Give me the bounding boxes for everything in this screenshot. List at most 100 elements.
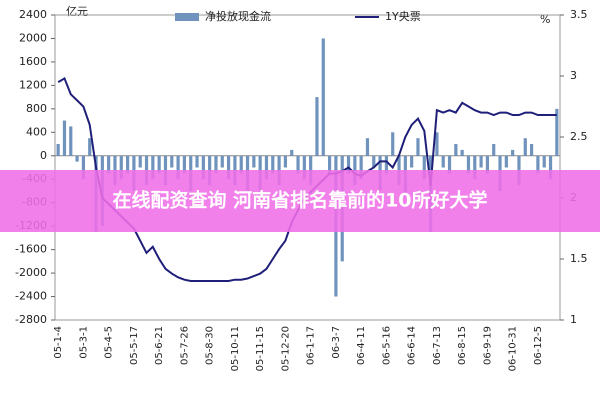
y-tick-label: 2000: [19, 31, 47, 44]
bar: [151, 155, 155, 180]
x-tick-label: 05-6-21: [154, 326, 165, 365]
y-tick-label: 1600: [19, 55, 47, 68]
y-tick-label: 800: [26, 102, 47, 115]
bar: [226, 155, 231, 180]
bar: [56, 144, 60, 156]
bar: [107, 155, 111, 174]
bar: [290, 149, 294, 156]
legend-swatch: [175, 13, 199, 21]
bar: [447, 155, 452, 174]
x-tick-label: 05-7-26: [179, 326, 190, 365]
y-tick-label: -2800: [15, 313, 47, 326]
bar: [157, 155, 161, 174]
x-tick-label: 06-1-17: [306, 326, 317, 365]
bar: [239, 155, 243, 174]
y2-tick-label: 1: [570, 313, 577, 326]
bar: [441, 155, 445, 168]
x-tick-label: 06-12-5: [533, 326, 544, 365]
x-tick-label: 06-8-15: [457, 326, 468, 365]
bar: [321, 38, 325, 156]
bar: [170, 155, 174, 168]
legend-label: 净投放现金流: [205, 9, 271, 23]
bar: [548, 155, 553, 180]
bar: [485, 155, 490, 174]
bar: [195, 155, 199, 168]
plot-frame: [54, 14, 561, 321]
bar: [214, 155, 218, 174]
bar: [504, 155, 508, 168]
bar: [372, 155, 376, 168]
y-tick-label: -1600: [15, 243, 47, 256]
bar: [454, 144, 458, 156]
x-tick-label: 05-4-5: [104, 326, 115, 359]
bar: [296, 155, 300, 174]
bar: [182, 155, 187, 174]
bar: [302, 155, 306, 180]
y2-tick-label: 3.5: [570, 8, 588, 21]
y2-unit: %: [540, 13, 550, 26]
bar: [201, 155, 205, 180]
bar: [264, 155, 269, 180]
y-tick-label: -2400: [15, 290, 47, 303]
bar: [327, 155, 332, 174]
y2-tick-label: 3: [570, 69, 577, 82]
y-tick-label: 1200: [19, 78, 47, 91]
bar: [523, 138, 527, 156]
bar: [511, 149, 515, 156]
bar: [75, 155, 79, 162]
x-tick-label: 06-9-19: [482, 326, 493, 365]
x-tick-label: 06-6-14: [407, 326, 418, 365]
x-tick-label: 05-11-15: [255, 326, 266, 371]
x-tick-label: 05-1-4: [53, 326, 64, 359]
x-tick-label: 06-7-13: [432, 326, 443, 365]
x-tick-label: 06-10-31: [508, 326, 519, 371]
y-tick-label: 2400: [19, 8, 47, 21]
bar: [119, 155, 123, 180]
bar: [81, 155, 86, 180]
y-tick-label: 0: [40, 149, 47, 162]
bar: [536, 155, 540, 174]
x-tick-label: 06-4-11: [356, 326, 367, 365]
y2-tick-label: 2.5: [570, 130, 588, 143]
y-unit: 亿元: [66, 5, 88, 18]
bar: [410, 155, 414, 168]
legend-label: 1Y央票: [385, 10, 421, 23]
bar: [529, 144, 534, 156]
bar: [176, 155, 180, 180]
y2-tick-label: 1.5: [570, 252, 588, 265]
bar: [138, 155, 142, 168]
banner-text: 在线配资查询 河南省排名靠前的10所好大学: [112, 189, 487, 212]
bar: [220, 155, 224, 168]
bar: [460, 149, 464, 156]
x-tick-label: 05-8-30: [205, 326, 216, 365]
bar: [88, 138, 92, 156]
bar: [359, 155, 363, 180]
x-tick-label: 05-5-17: [129, 326, 140, 365]
bar: [69, 126, 73, 156]
bar: [422, 155, 426, 180]
bar: [315, 97, 319, 156]
bar: [283, 155, 288, 168]
bar: [391, 132, 395, 156]
bar: [473, 155, 477, 180]
bar: [435, 132, 439, 156]
bar: [384, 155, 389, 174]
bar: [416, 138, 420, 156]
x-tick-label: 05-10-11: [230, 326, 241, 371]
bar: [479, 155, 483, 168]
bar: [466, 155, 471, 174]
y-tick-label: -2000: [15, 266, 47, 279]
bar: [346, 155, 351, 174]
x-tick-label: 06-3-7: [331, 326, 342, 359]
bar: [542, 155, 546, 168]
bar: [252, 155, 256, 168]
x-tick-label: 05-3-1: [78, 326, 89, 359]
bar: [492, 144, 496, 156]
y-tick-label: 400: [26, 125, 47, 138]
banner: [0, 170, 600, 232]
bar: [125, 155, 130, 174]
bar: [555, 108, 559, 156]
x-tick-label: 05-12-20: [280, 326, 291, 371]
bar: [271, 155, 275, 174]
